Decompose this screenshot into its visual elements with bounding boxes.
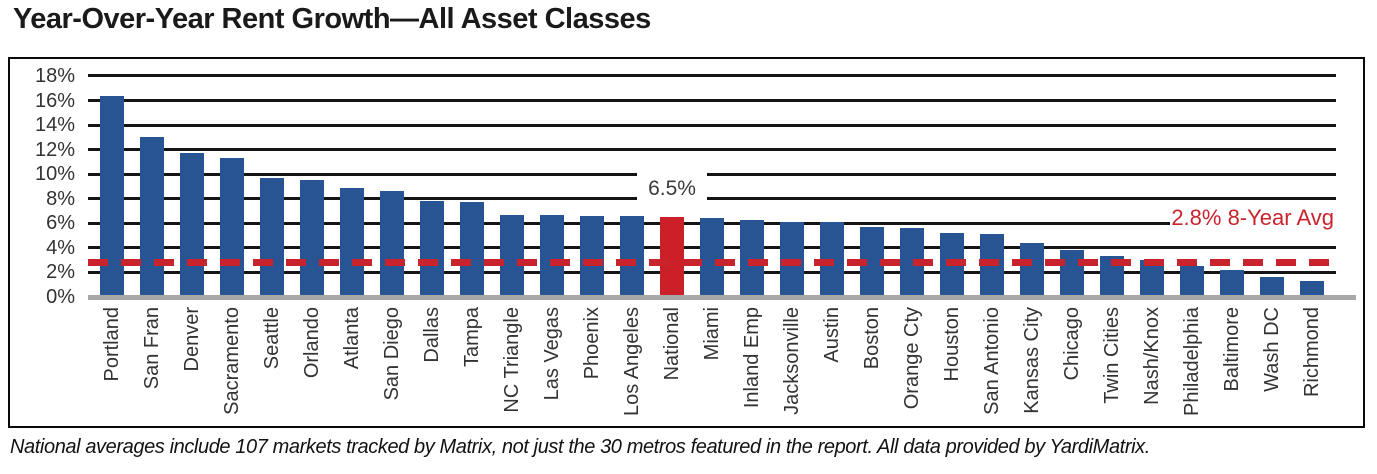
x-label-nash-knox: Nash/Knox [1141, 307, 1163, 405]
bar-dallas [420, 201, 444, 297]
chart-box: 6.5% 2.8% 8-Year Avg 0% 2% 4% 6% 8% 10% 12% 14%… [8, 57, 1365, 428]
x-label-houston: Houston [941, 307, 963, 382]
y-tick-14: 14% [34, 114, 75, 137]
x-label-orlando: Orlando [301, 307, 323, 379]
bar-phoenix [580, 215, 604, 297]
bar-richmond [1300, 281, 1324, 297]
x-label-portland: Portland [101, 307, 123, 382]
bar-baltimore [1220, 269, 1244, 297]
gridline-18pct [88, 74, 1336, 78]
x-label-kansas-city: Kansas City [1021, 307, 1043, 414]
gridline-12pct [88, 148, 1336, 152]
x-label-national: National [661, 307, 683, 381]
bar-sacramento [220, 158, 244, 297]
y-tick-10: 10% [34, 163, 75, 186]
chart-footnote: National averages include 107 markets tr… [10, 436, 1150, 458]
bar-chicago [1060, 250, 1084, 297]
x-label-nc-triangle: NC Triangle [501, 307, 523, 413]
bar-philadelphia [1180, 266, 1204, 297]
bar-las-vegas [540, 214, 564, 297]
bar-wash-dc [1260, 277, 1284, 297]
reference-line-2-8pct [88, 259, 1334, 267]
y-tick-0: 0% [46, 286, 75, 308]
y-tick-12: 12% [34, 138, 75, 161]
y-tick-4: 4% [46, 236, 75, 259]
x-label-tampa: Tampa [461, 307, 483, 368]
x-label-wash-dc: Wash DC [1261, 307, 1283, 392]
bar-miami [700, 218, 724, 297]
y-tick-18: 18% [34, 64, 75, 87]
x-label-atlanta: Atlanta [341, 307, 363, 370]
bar-portland [100, 95, 124, 297]
y-tick-16: 16% [34, 89, 75, 112]
x-label-dallas: Dallas [421, 307, 443, 363]
y-tick-6: 6% [46, 212, 75, 235]
bar-orlando [300, 180, 324, 297]
gridline-10pct [88, 172, 1336, 176]
gridline-14pct [88, 123, 1336, 127]
x-label-san-diego: San Diego [381, 307, 403, 401]
x-label-philadelphia: Philadelphia [1181, 307, 1203, 416]
x-label-los-angeles: Los Angeles [621, 307, 643, 416]
bar-kansas-city [1020, 242, 1044, 297]
x-label-seattle: Seattle [261, 307, 283, 370]
x-label-inland-emp: Inland Emp [741, 307, 763, 409]
y-tick-8: 8% [46, 187, 75, 210]
bar-san-fran [140, 137, 164, 297]
zero-axis [88, 295, 1356, 300]
x-label-jacksonville: Jacksonville [781, 307, 803, 415]
bar-tampa [460, 202, 484, 297]
reference-line-label: 2.8% 8-Year Avg [1170, 205, 1340, 231]
page-title: Year-Over-Year Rent Growth—All Asset Cla… [13, 3, 651, 35]
gridline-8pct [88, 197, 1336, 201]
x-label-sacramento: Sacramento [221, 307, 243, 415]
gridline-16pct [88, 99, 1336, 103]
bar-atlanta [340, 187, 364, 297]
x-label-orange-cty: Orange Cty [901, 307, 923, 410]
bar-los-angeles [620, 215, 644, 297]
x-label-chicago: Chicago [1061, 307, 1083, 381]
x-label-richmond: Richmond [1301, 307, 1323, 398]
x-label-twin-cities: Twin Cities [1101, 307, 1123, 404]
bar-denver [180, 153, 204, 297]
bar-inland-emp [740, 219, 764, 297]
bar-seattle [260, 177, 284, 297]
x-label-las-vegas: Las Vegas [541, 307, 563, 401]
bar-nash-knox [1140, 260, 1164, 297]
x-label-san-antonio: San Antonio [981, 307, 1003, 415]
y-tick-2: 2% [46, 261, 75, 284]
x-label-phoenix: Phoenix [581, 307, 603, 380]
x-label-san-fran: San Fran [141, 307, 163, 390]
bar-national [660, 217, 684, 297]
bar-nc-triangle [500, 214, 524, 297]
x-label-baltimore: Baltimore [1221, 307, 1243, 392]
x-label-austin: Austin [821, 307, 843, 363]
x-label-denver: Denver [181, 307, 203, 372]
x-label-boston: Boston [861, 307, 883, 370]
national-value-label: 6.5% [637, 170, 707, 208]
x-label-miami: Miami [701, 307, 723, 361]
bar-san-diego [380, 191, 404, 297]
